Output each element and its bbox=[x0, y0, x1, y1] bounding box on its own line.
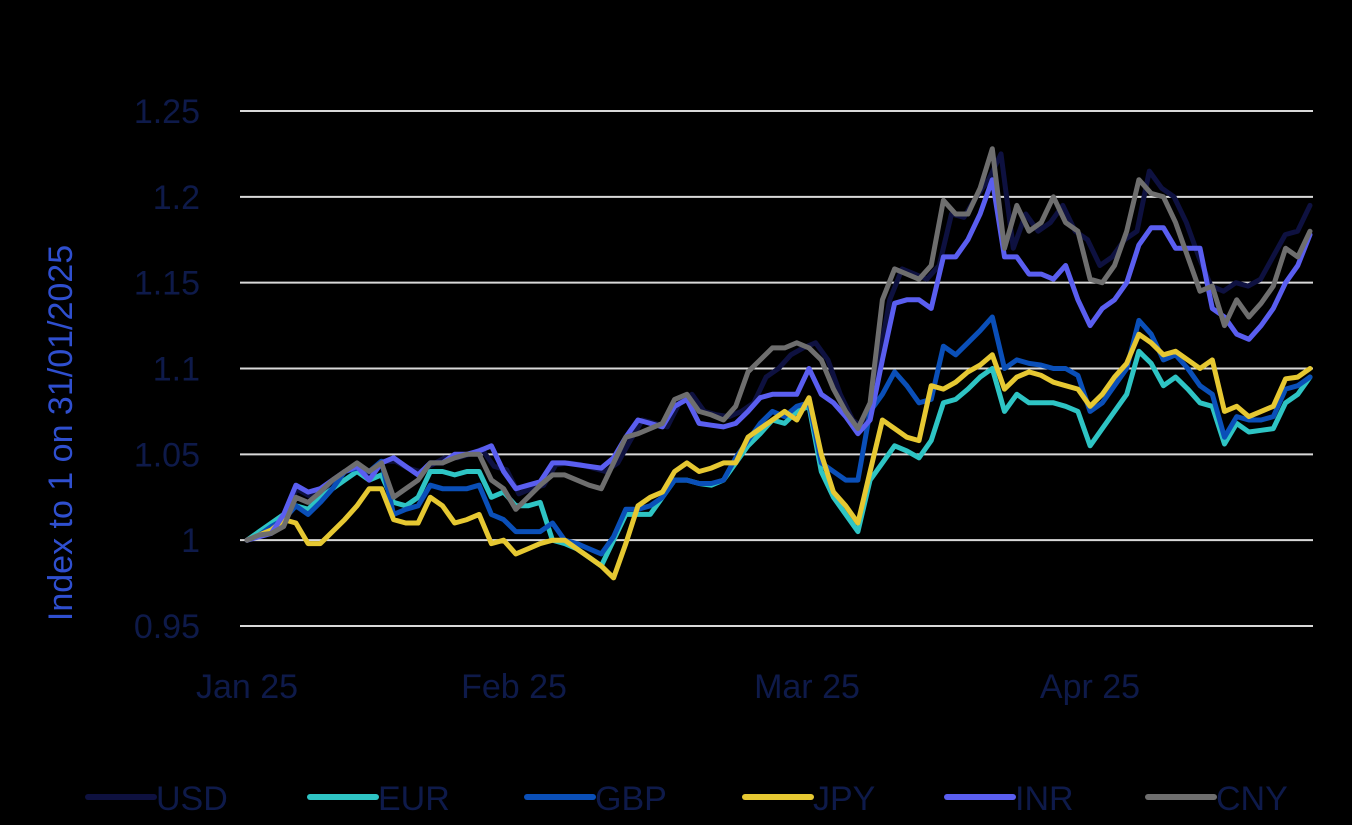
series-line-eur bbox=[244, 348, 1313, 569]
legend-label-inr: INR bbox=[1015, 780, 1074, 818]
y-tick-label: 1.25 bbox=[134, 93, 200, 131]
series-line-jpy bbox=[244, 331, 1313, 581]
y-tick-label: 1.1 bbox=[153, 351, 200, 389]
y-axis-title: Index to 1 on 31/01/2025 bbox=[42, 245, 80, 621]
y-tick-label: 0.95 bbox=[134, 608, 200, 646]
legend-label-eur: EUR bbox=[378, 780, 450, 818]
x-tick-label: Feb 25 bbox=[461, 668, 567, 706]
y-tick-label: 1.15 bbox=[134, 265, 200, 303]
series-line-cny bbox=[244, 146, 1313, 543]
x-tick-label: Mar 25 bbox=[754, 668, 860, 706]
y-tick-label: 1.2 bbox=[153, 179, 200, 217]
y-tick-label: 1 bbox=[181, 522, 200, 560]
legend-label-usd: USD bbox=[156, 780, 228, 818]
legend-label-jpy: JPY bbox=[813, 780, 875, 818]
y-tick-label: 1.05 bbox=[134, 436, 200, 474]
legend-label-cny: CNY bbox=[1216, 780, 1288, 818]
x-tick-label: Apr 25 bbox=[1040, 668, 1140, 706]
legend-label-gbp: GBP bbox=[595, 780, 667, 818]
x-tick-label: Jan 25 bbox=[196, 668, 298, 706]
